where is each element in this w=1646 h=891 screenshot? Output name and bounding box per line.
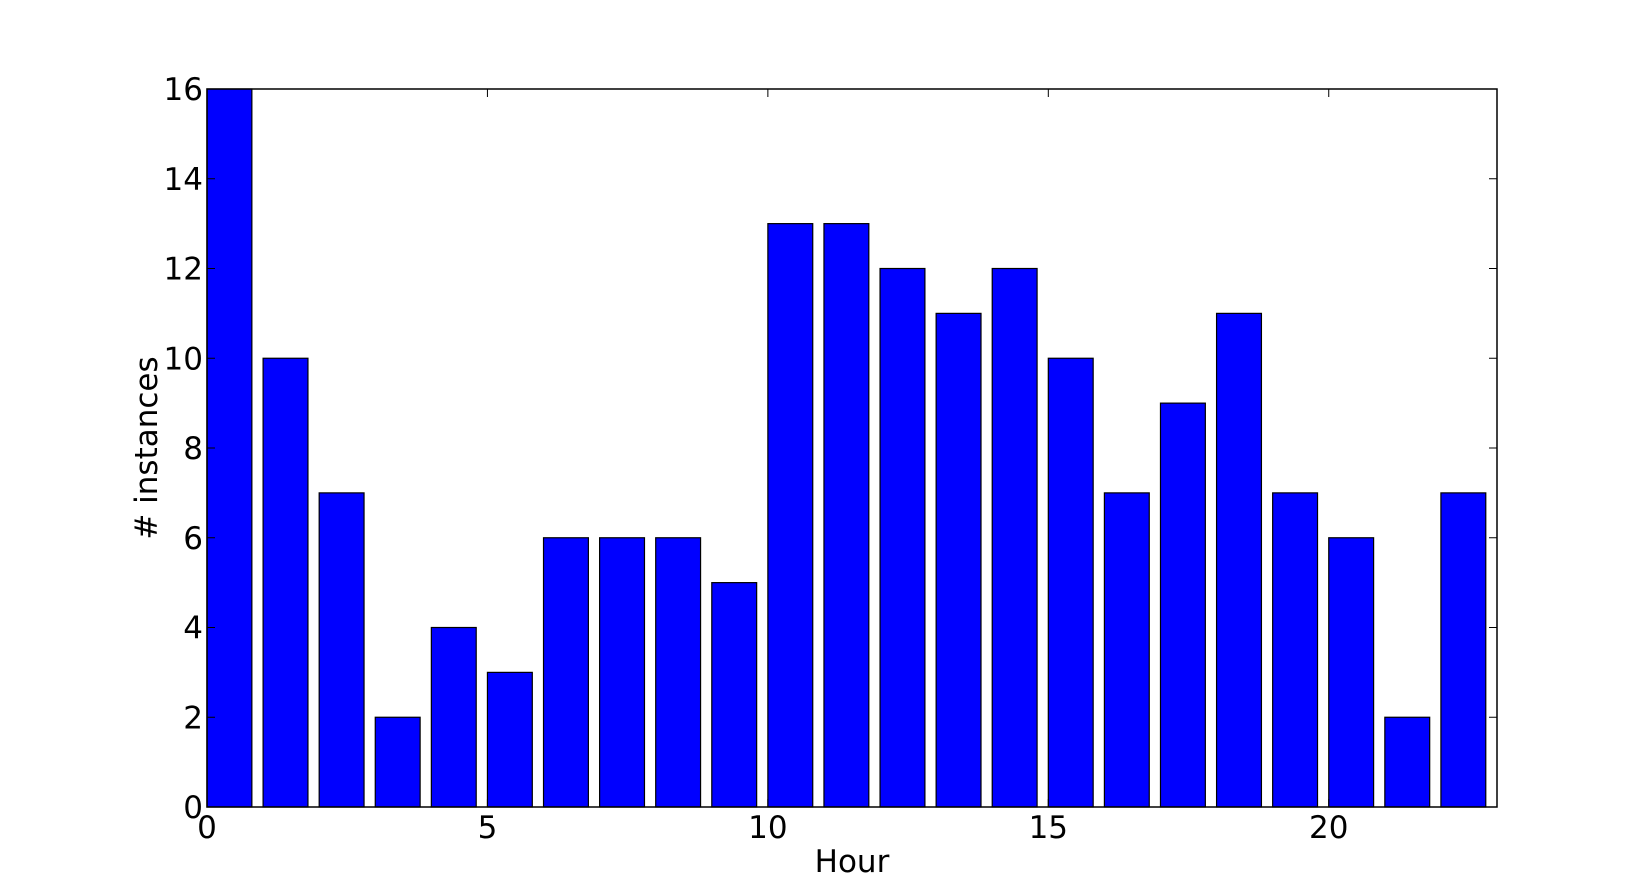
bars-layer: [206, 88, 1487, 808]
bar-hour-6: [542, 537, 589, 808]
bar-hour-10: [767, 223, 814, 808]
bar-hour-5: [486, 671, 533, 808]
bar-hour-9: [711, 582, 758, 808]
x-tick-label-5: 5: [478, 810, 498, 846]
bar-hour-4: [430, 626, 477, 808]
bar-hour-2: [318, 492, 365, 808]
x-tick-label-15: 15: [1029, 810, 1068, 846]
ticks-layer: [206, 88, 1497, 808]
bar-hour-22: [1440, 492, 1487, 808]
x-tick-label-0: 0: [197, 810, 217, 846]
bar-hour-18: [1215, 312, 1263, 808]
bar-hour-11: [823, 223, 870, 808]
y-axis-label: # instances: [129, 356, 165, 539]
y-tick-label-8: 8: [183, 431, 203, 467]
bar-hour-20: [1328, 537, 1375, 808]
bar-hour-21: [1384, 716, 1431, 808]
bar-hour-8: [655, 537, 702, 808]
y-tick-label-0: 0: [183, 790, 203, 826]
x-axis-label: Hour: [815, 844, 890, 880]
y-tick-label-4: 4: [183, 611, 203, 647]
bar-hour-3: [374, 716, 421, 808]
bar-hour-7: [599, 537, 646, 808]
bar-hour-16: [1103, 492, 1150, 808]
y-tick-label-10: 10: [164, 341, 203, 377]
y-tick-label-16: 16: [164, 72, 203, 108]
bar-hour-19: [1272, 492, 1319, 808]
x-tick-label-10: 10: [748, 810, 787, 846]
y-tick-label-6: 6: [183, 521, 203, 557]
bar-hour-1: [262, 357, 309, 808]
y-tick-label-2: 2: [183, 700, 203, 736]
bar-hour-14: [991, 267, 1038, 808]
bar-hour-17: [1159, 402, 1206, 808]
bar-hour-13: [935, 312, 982, 808]
y-tick-label-12: 12: [164, 252, 203, 288]
x-tick-label-20: 20: [1309, 810, 1348, 846]
y-tick-label-14: 14: [164, 162, 203, 198]
bar-hour-15: [1047, 357, 1094, 808]
bar-hour-12: [879, 267, 926, 808]
tick-labels-layer: 0 5 10 15 20 0 2 4 6 8 10 12 14 16: [164, 72, 1349, 846]
